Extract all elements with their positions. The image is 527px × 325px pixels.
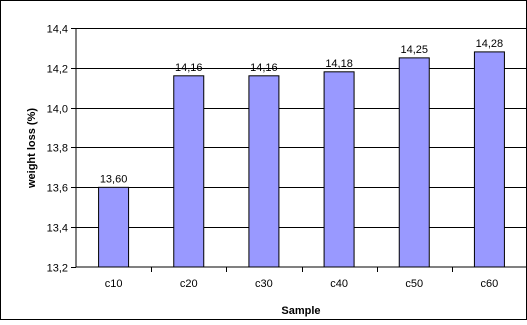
gridlines — [71, 28, 527, 268]
x-tick-label: c30 — [255, 278, 273, 290]
y-tick-label: 13,8 — [47, 143, 68, 155]
bar — [323, 71, 355, 268]
bar — [473, 51, 505, 268]
y-tick-label: 14,0 — [47, 104, 68, 116]
data-label: 14,18 — [325, 58, 353, 70]
x-tick-label: c60 — [481, 278, 499, 290]
y-axis-title: weight loss (%) — [26, 108, 38, 189]
data-label: 14,25 — [400, 44, 428, 56]
data-label: 14,16 — [250, 62, 278, 74]
x-tick-label: c40 — [330, 278, 348, 290]
bar — [248, 75, 280, 268]
data-label: 13,60 — [100, 173, 128, 185]
axes — [75, 28, 527, 268]
x-axis-title: Sample — [281, 305, 320, 317]
bars — [98, 51, 505, 272]
bar — [98, 186, 130, 268]
x-tick-labels: c10 c20 c30 c40 c50 c60 — [105, 278, 499, 290]
y-tick-label: 14,4 — [47, 24, 68, 36]
data-label: 14,16 — [175, 62, 203, 74]
bar — [173, 75, 205, 268]
x-tick-label: c10 — [105, 278, 123, 290]
x-tick-label: c20 — [180, 278, 198, 290]
bar — [398, 57, 430, 268]
y-tick-label: 13,4 — [47, 223, 68, 235]
data-label: 14,28 — [476, 38, 504, 50]
y-tick-labels: 13,2 13,4 13,6 13,8 14,0 14,2 14,4 — [47, 24, 68, 275]
y-tick-label: 13,2 — [47, 263, 68, 275]
y-tick-label: 13,6 — [47, 183, 68, 195]
y-tick-label: 14,2 — [47, 64, 68, 76]
data-labels: 13,60 14,16 14,16 14,18 14,25 14,28 — [100, 38, 503, 185]
x-tick-label: c50 — [405, 278, 423, 290]
